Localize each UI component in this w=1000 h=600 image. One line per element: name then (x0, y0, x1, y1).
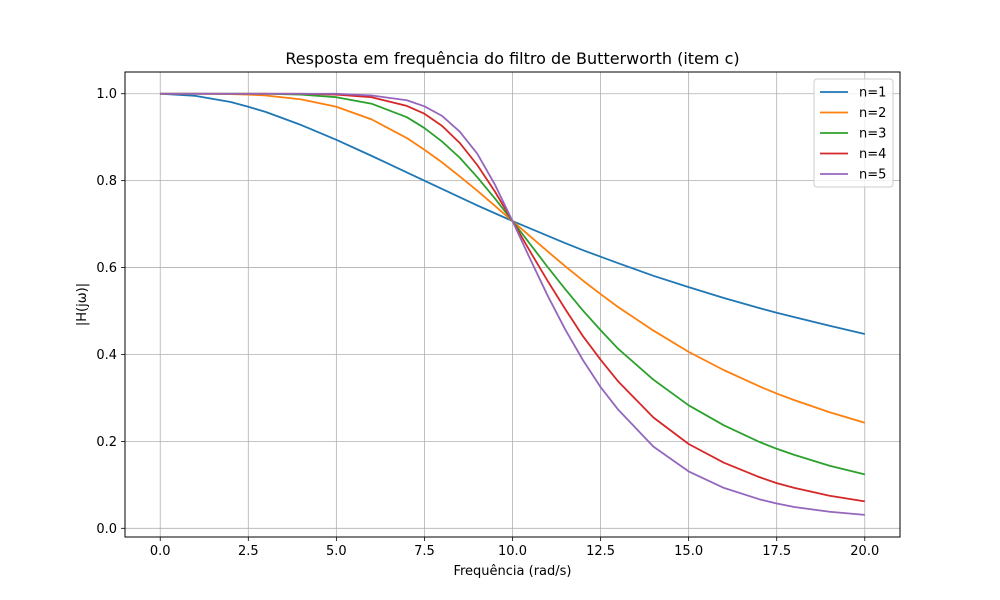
x-tick-label: 0.0 (150, 544, 171, 559)
x-tick-label: 20.0 (850, 544, 879, 559)
y-axis-ticks: 0.0 0.2 0.4 0.6 0.8 1.0 (96, 87, 125, 537)
y-tick-label: 0.2 (96, 435, 117, 450)
legend-label: n=1 (859, 86, 886, 101)
y-tick-label: 0.8 (96, 174, 117, 189)
x-tick-label: 17.5 (762, 544, 791, 559)
chart-title: Resposta em frequência do filtro de Butt… (285, 49, 739, 68)
y-tick-label: 1.0 (96, 87, 117, 102)
legend-label: n=3 (859, 127, 886, 142)
series-lines (160, 92, 866, 516)
y-axis-label: |H(jω)| (75, 283, 90, 326)
y-tick-label: 0.4 (96, 348, 117, 363)
y-tick-label: 0.0 (96, 522, 117, 537)
legend-frame (813, 78, 894, 188)
legend-label: n=5 (859, 168, 886, 183)
legend-label: n=2 (859, 106, 886, 121)
x-tick-label: 10.0 (498, 544, 527, 559)
x-tick-label: 2.5 (238, 544, 259, 559)
y-tick-label: 0.6 (96, 261, 117, 276)
x-tick-label: 12.5 (586, 544, 615, 559)
x-tick-label: 7.5 (414, 544, 435, 559)
x-axis-label: Frequência (rad/s) (453, 564, 571, 579)
x-tick-label: 5.0 (326, 544, 347, 559)
x-tick-label: 15.0 (674, 544, 703, 559)
x-axis-ticks: 0.0 2.5 5.0 7.5 10.0 12.5 15.0 17.5 20.0 (150, 537, 879, 559)
series-line-n=5 (160, 92, 865, 516)
legend-label: n=4 (859, 147, 886, 162)
legend: n=1 n=2 n=3 n=4 n=5 (813, 78, 894, 188)
